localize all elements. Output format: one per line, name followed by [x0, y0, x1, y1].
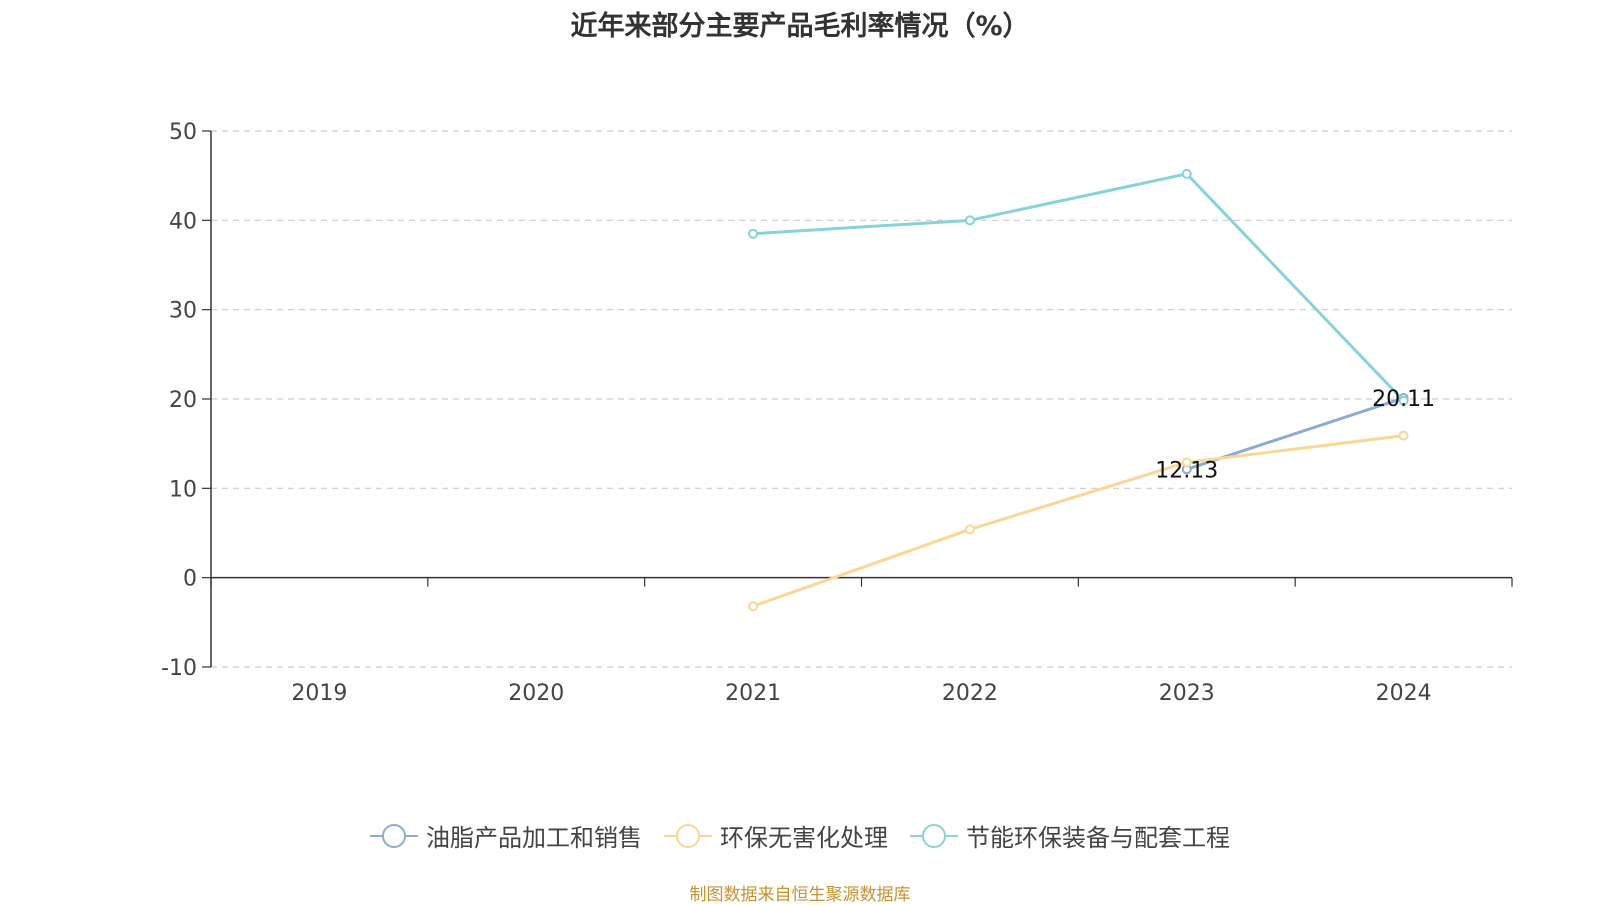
- legend-swatch-waste: [664, 823, 712, 848]
- data-point-2: [1398, 395, 1409, 406]
- series-line-1: [752, 434, 1404, 608]
- chart-title: 近年来部分主要产品毛利率情况（%）: [570, 11, 1030, 42]
- legend-label-waste: 环保无害化处理: [720, 824, 888, 852]
- x-tick-label: 2021: [725, 681, 781, 706]
- legend-label-oil: 油脂产品加工和销售: [426, 824, 642, 852]
- x-tick-label: 2019: [291, 681, 347, 706]
- y-tick-label: 50: [169, 120, 197, 145]
- source-note: 制图数据来自恒生聚源数据库: [689, 885, 911, 905]
- legend-item-waste[interactable]: 环保无害化处理: [664, 818, 888, 853]
- data-point-2: [964, 215, 975, 226]
- data-point-2: [748, 228, 759, 239]
- line-chart: -10 0 10 20 30 40 50 2019 2020 2021 2022 2023 2024 12…: [161, 120, 1513, 706]
- legend: 油脂产品加工和销售 环保无害化处理 节能环保装备与配套工程: [0, 818, 1600, 853]
- y-tick-label: -10: [161, 656, 197, 681]
- data-point-2: [1181, 168, 1192, 179]
- x-tick-label: 2024: [1376, 681, 1432, 706]
- x-tick-label: 2022: [942, 681, 998, 706]
- y-tick-label: 30: [169, 299, 197, 324]
- data-point-1: [1181, 457, 1192, 468]
- x-tick-label: 2020: [508, 681, 564, 706]
- data-point-1: [1398, 430, 1409, 441]
- y-tick-label: 10: [169, 477, 197, 502]
- y-tick-label: 20: [169, 388, 197, 413]
- legend-item-oil[interactable]: 油脂产品加工和销售: [370, 818, 642, 853]
- x-tick-label: 2023: [1159, 681, 1215, 706]
- legend-swatch-oil: [370, 823, 418, 848]
- y-tick-label: 40: [169, 209, 197, 234]
- data-point-1: [964, 524, 975, 535]
- series-line-2: [752, 172, 1405, 402]
- y-tick-label: 0: [183, 567, 197, 592]
- data-label: 20.11: [1372, 387, 1435, 412]
- legend-item-equipment[interactable]: 节能环保装备与配套工程: [910, 818, 1230, 853]
- legend-label-equipment: 节能环保装备与配套工程: [966, 824, 1230, 852]
- legend-swatch-equipment: [910, 823, 958, 848]
- data-label: 12.13: [1155, 458, 1218, 483]
- data-point-1: [748, 601, 759, 612]
